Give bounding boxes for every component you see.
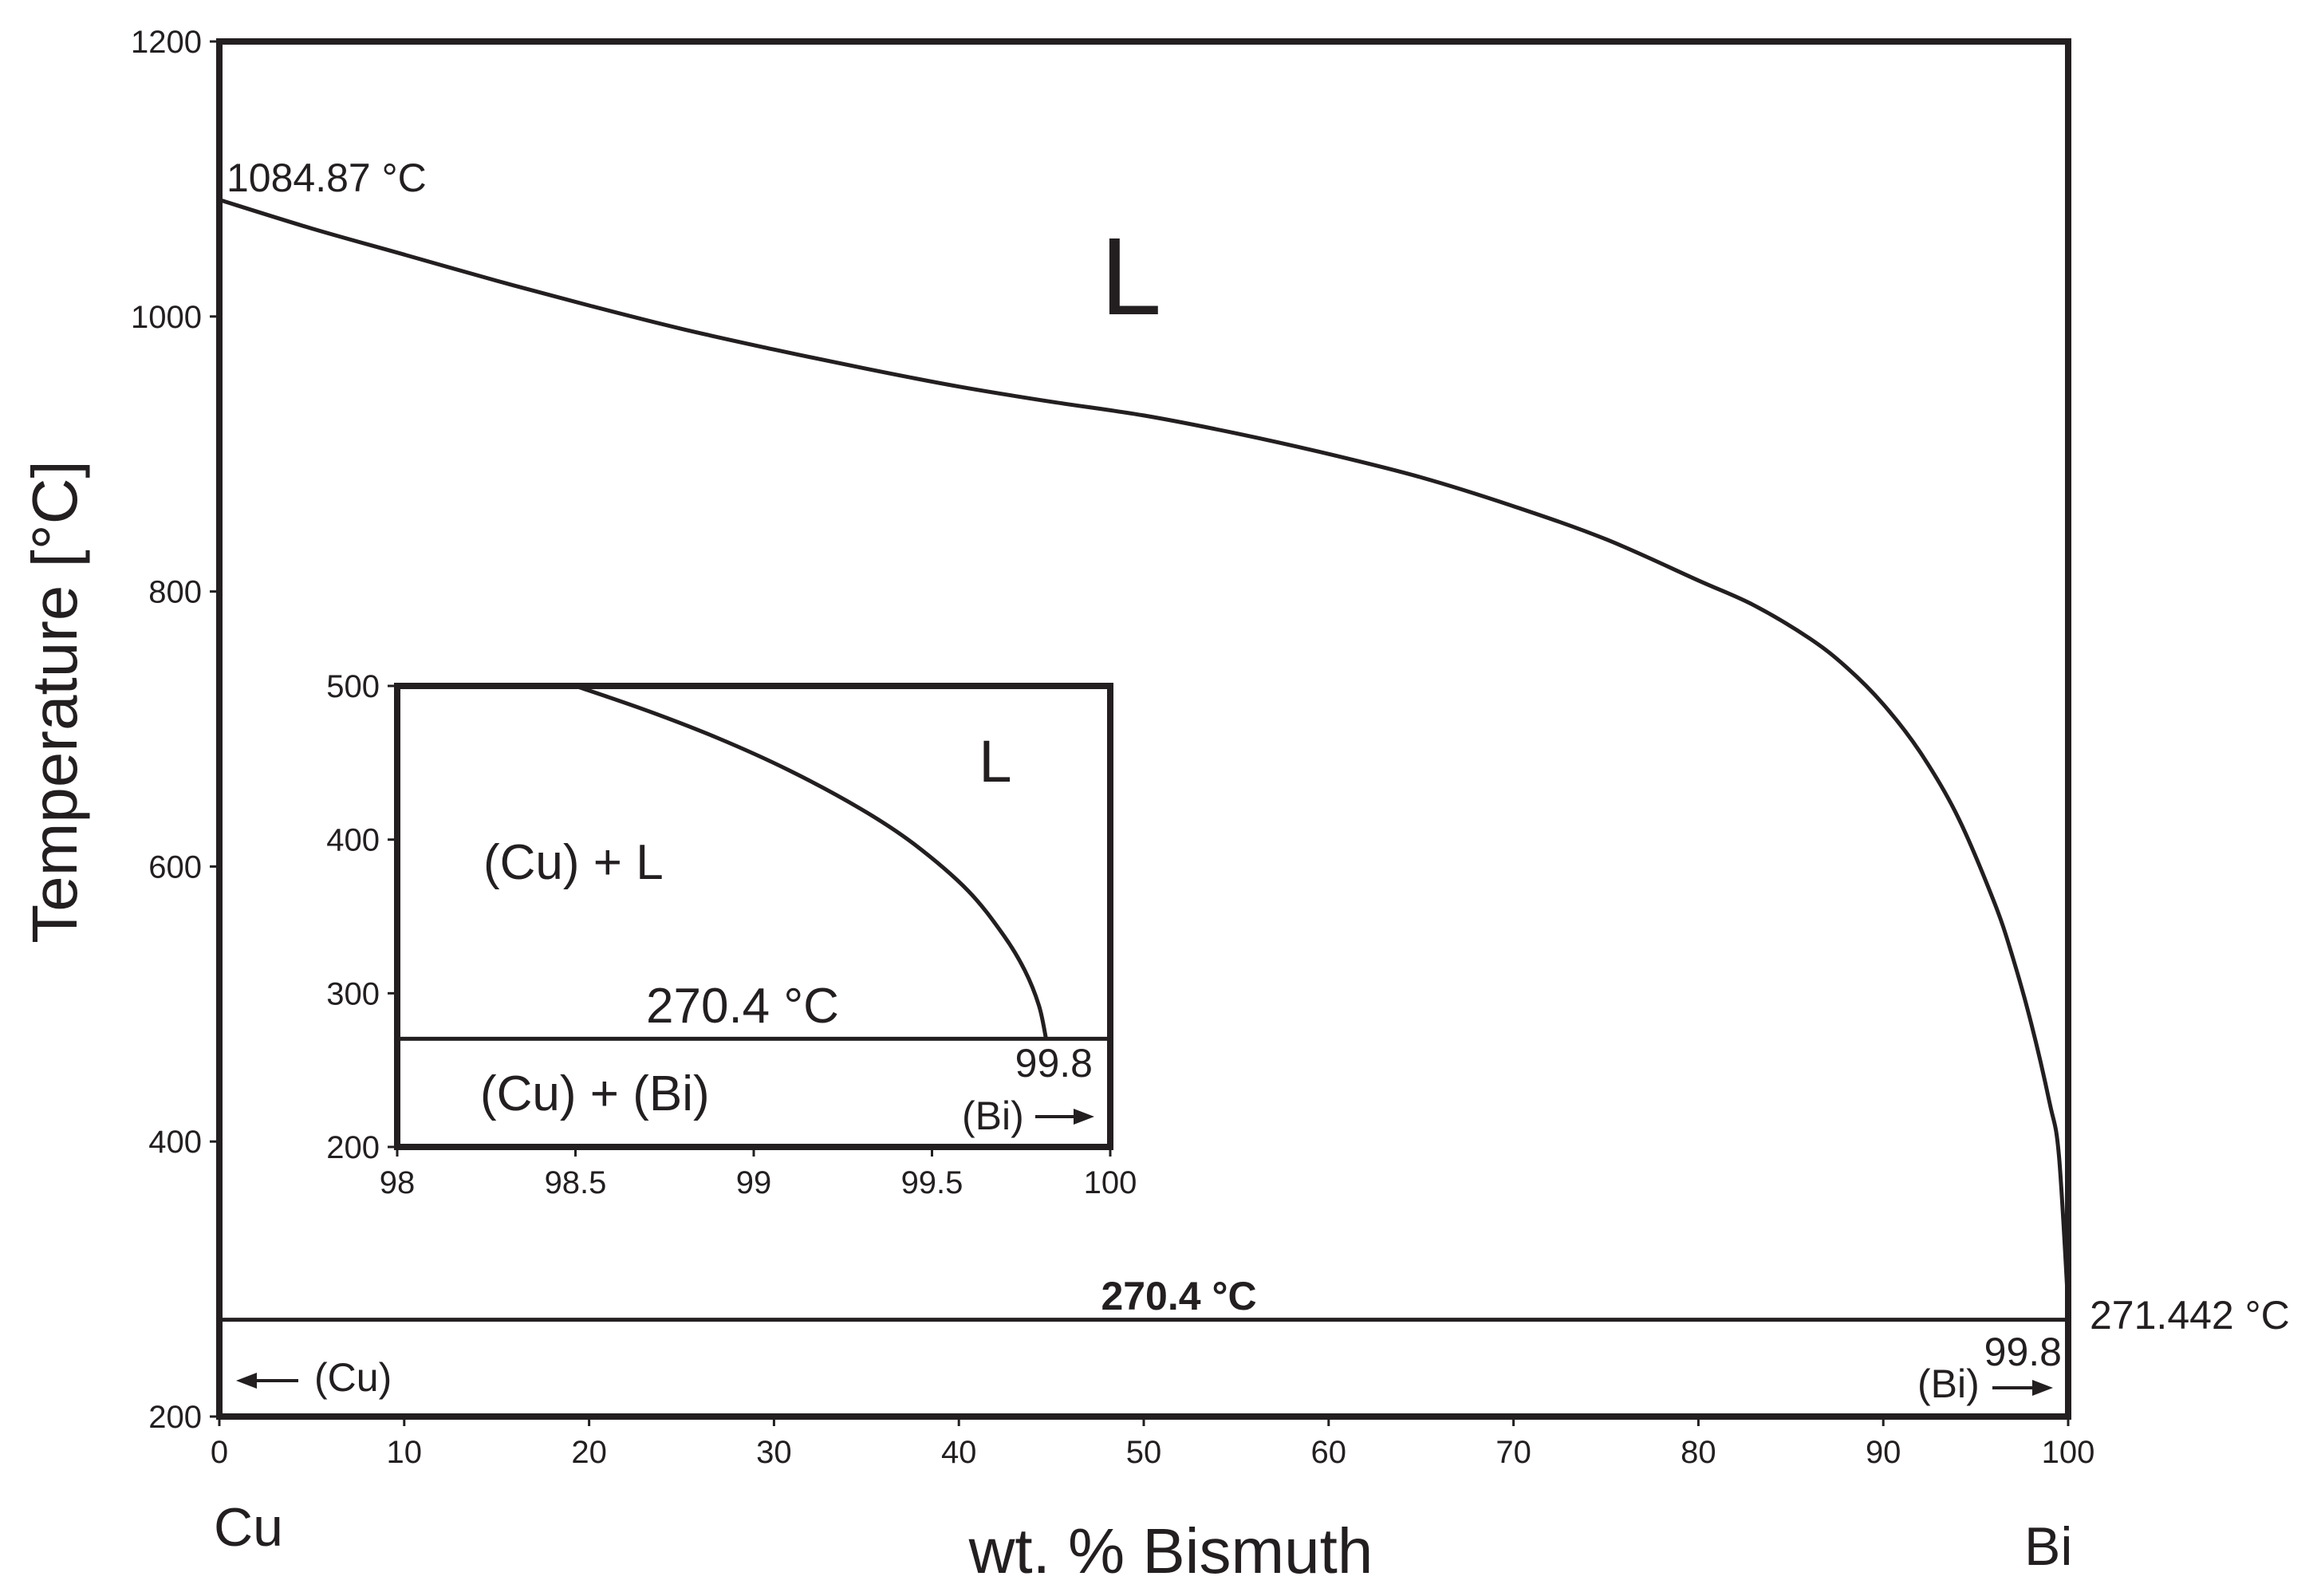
main-plot-frame: [216, 38, 2071, 1420]
bi-end-label: Bi: [2024, 1516, 2072, 1577]
x-axis-title: wt. % Bismuth: [968, 1515, 1373, 1586]
inset-x-tick-label: 99: [736, 1165, 772, 1200]
inset-x-tick-label: 98: [380, 1165, 416, 1200]
inset-x-tick-label: 100: [1084, 1165, 1137, 1200]
main-x-tick-label: 30: [756, 1435, 792, 1470]
main-liquidus-line: [219, 198, 2071, 1307]
eutectic-temp-label: 270.4 °C: [1101, 1274, 1256, 1318]
main-x-tick-label: 60: [1311, 1435, 1347, 1470]
main-x-tick-label: 100: [2042, 1435, 2095, 1470]
eutectic-comp-label: 99.8: [1984, 1330, 2062, 1374]
bi-melting-label: 271.442 °C: [2090, 1293, 2290, 1338]
inset-axis-ticks: 98 98.5 99 99.5 100 200 300 400 500: [326, 669, 1137, 1200]
main-y-tick-label: 800: [148, 575, 202, 610]
main-y-tick-label: 200: [148, 1400, 202, 1435]
inset-y-tick-label: 500: [326, 669, 380, 704]
main-curves: [219, 198, 2071, 1322]
inset-right-arrow-icon: [1035, 1109, 1094, 1125]
inset-plot-frame: [394, 683, 1113, 1150]
inset-y-tick-label: 200: [326, 1130, 380, 1165]
main-x-tick-label: 0: [211, 1435, 228, 1470]
inset-liquid-label: L: [979, 728, 1011, 794]
main-x-tick-label: 90: [1866, 1435, 1901, 1470]
right-arrow-icon: [1992, 1380, 2053, 1396]
main-x-tick-label: 70: [1495, 1435, 1531, 1470]
main-x-tick-label: 10: [387, 1435, 423, 1470]
cu-end-label: Cu: [214, 1497, 283, 1558]
inset-curves: [397, 684, 1110, 1041]
main-x-tick-label: 80: [1681, 1435, 1716, 1470]
main-axis-ticks: 0 10 20 30 40 50 60 70 80 90 100 200 400 600 800 1000 12…: [131, 25, 2094, 1470]
bi-phase-label: (Bi): [1917, 1362, 1980, 1406]
y-axis-title: Temperature [°C]: [19, 460, 90, 944]
main-x-tick-label: 40: [941, 1435, 977, 1470]
inset-y-tick-label: 300: [326, 976, 380, 1011]
main-x-tick-label: 20: [571, 1435, 607, 1470]
inset-cu-plus-bi-label: (Cu) + (Bi): [480, 1066, 710, 1121]
left-arrow-icon: [236, 1373, 298, 1389]
cu-melting-label: 1084.87 °C: [227, 156, 427, 200]
inset-eutectic-temp-label: 270.4 °C: [646, 979, 839, 1034]
main-y-tick-label: 1000: [131, 300, 202, 335]
main-x-tick-label: 50: [1126, 1435, 1162, 1470]
inset-x-tick-label: 98.5: [545, 1165, 607, 1200]
cu-phase-label: (Cu): [314, 1355, 392, 1400]
main-y-tick-label: 1200: [131, 25, 202, 60]
inset-cu-plus-l-label: (Cu) + L: [483, 835, 664, 890]
liquid-region-label: L: [1101, 215, 1162, 338]
main-y-tick-label: 400: [148, 1125, 202, 1160]
inset-bi-phase-label: (Bi): [962, 1094, 1024, 1138]
inset-eutectic-comp-label: 99.8: [1015, 1041, 1093, 1086]
inset-liquidus-line: [574, 684, 1048, 1039]
main-y-tick-label: 600: [148, 849, 202, 885]
inset-y-tick-label: 400: [326, 823, 380, 858]
inset-x-tick-label: 99.5: [901, 1165, 963, 1200]
